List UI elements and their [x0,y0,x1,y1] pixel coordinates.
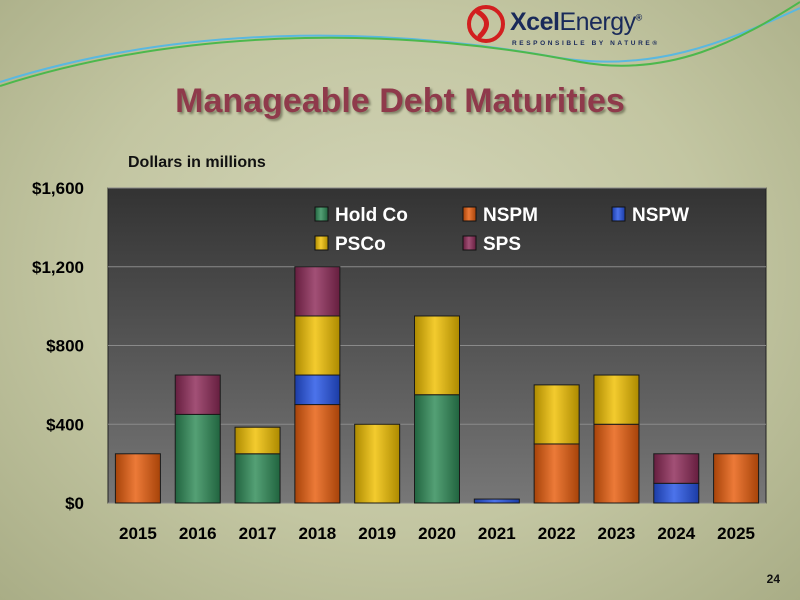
x-tick-label: 2017 [239,524,277,543]
x-tick-label: 2016 [179,524,217,543]
bar-sps-2024 [653,453,700,484]
xcel-logo-mark-icon [467,5,505,43]
slide-title: Manageable Debt Maturities [175,82,625,120]
bar-nspm-2023 [593,423,640,504]
legend-swatch-nspm [462,206,477,222]
legend-label-nspw: NSPW [632,205,689,226]
legend-swatch-nspw [611,206,626,222]
xcel-energy-logo: XcelEnergy® RESPONSIBLE BY NATURE® [466,4,657,50]
x-tick-label: 2021 [478,524,516,543]
bar-psco-2017 [234,426,281,455]
bar-nspw-2018 [294,374,341,406]
legend-label-sps: SPS [483,234,521,255]
page-number: 24 [766,572,780,586]
x-tick-label: 2023 [598,524,636,543]
legend-label-hold-co: Hold Co [335,205,408,226]
bar-nspm-2025 [713,453,760,504]
legend-label-nspm: NSPM [483,205,538,226]
legend-label-psco: PSCo [335,234,386,255]
bar-sps-2018 [294,266,341,317]
legend-swatch-sps [462,235,477,251]
bar-psco-2019 [354,423,401,504]
bar-nspm-2015 [114,453,161,504]
y-tick-label: $1,200 [32,258,84,277]
x-tick-label: 2020 [418,524,456,543]
x-tick-label: 2018 [298,524,336,543]
bar-psco-2023 [593,374,640,425]
bar-nspw-2024 [653,482,700,504]
bar-nspw-2021 [473,498,520,504]
legend-swatch-psco [314,235,329,251]
y-tick-label: $1,600 [32,179,84,198]
bar-nspm-2022 [533,443,580,504]
chart-subtitle: Dollars in millions [128,154,266,171]
x-tick-label: 2024 [657,524,695,543]
x-tick-label: 2019 [358,524,396,543]
bar-nspm-2018 [294,404,341,504]
x-tick-label: 2022 [538,524,576,543]
y-tick-label: $0 [65,494,84,513]
y-tick-label: $800 [46,337,84,356]
y-tick-label: $400 [46,415,84,434]
logo-tagline: RESPONSIBLE BY NATURE® [512,40,660,47]
bar-psco-2020 [414,315,460,396]
bar-hold-co-2016 [174,413,221,504]
bar-sps-2016 [174,374,221,415]
legend-swatch-hold-co [314,206,329,222]
x-tick-label: 2025 [717,524,755,543]
logo-wordmark: XcelEnergy® [510,8,642,36]
bar-hold-co-2020 [414,394,460,504]
bar-psco-2018 [294,315,341,376]
bar-psco-2022 [533,384,580,445]
bar-hold-co-2017 [234,453,281,504]
x-tick-label: 2015 [119,524,157,543]
